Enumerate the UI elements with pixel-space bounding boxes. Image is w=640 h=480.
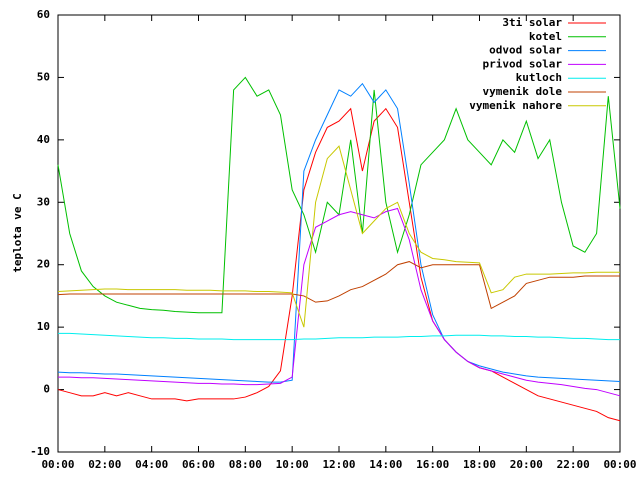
x-tick-label: 22:00 (557, 458, 590, 471)
x-tick-label: 20:00 (510, 458, 543, 471)
x-tick-label: 18:00 (463, 458, 496, 471)
x-tick-label: 10:00 (276, 458, 309, 471)
series-line (58, 207, 621, 397)
y-tick-label: -10 (30, 445, 50, 458)
x-tick-label: 16:00 (416, 458, 449, 471)
y-tick-label: 60 (37, 8, 50, 21)
y-tick-label: 20 (37, 258, 50, 271)
series-line (57, 107, 621, 422)
legend-label: vymenik nahore (469, 99, 562, 112)
legend-label: 3ti solar (502, 16, 562, 29)
legend-label: odvod solar (489, 44, 562, 57)
y-tick-label: 10 (37, 320, 50, 333)
x-tick-label: 08:00 (229, 458, 262, 471)
x-tick-label: 02:00 (88, 458, 121, 471)
y-tick-label: 30 (37, 195, 50, 208)
series-line (57, 82, 621, 383)
series-line (58, 332, 620, 341)
y-axis-label: teplota ve C (11, 193, 24, 272)
x-tick-label: 06:00 (182, 458, 215, 471)
y-tick-label: 40 (37, 133, 50, 146)
x-tick-label: 00:00 (41, 458, 74, 471)
legend-label: kutloch (516, 71, 562, 84)
plot-frame (57, 14, 621, 453)
legend-label: kotel (529, 30, 562, 43)
x-tick-label: 04:00 (135, 458, 168, 471)
y-tick-label: 0 (43, 383, 50, 396)
legend-label: vymenik dole (483, 85, 563, 98)
legend-label: privod solar (483, 57, 563, 70)
y-tick-label: 50 (37, 70, 50, 83)
x-tick-label: 12:00 (322, 458, 355, 471)
x-tick-label: 00:00 (603, 458, 636, 471)
series-line (57, 261, 620, 310)
x-tick-label: 14:00 (369, 458, 402, 471)
series-line (57, 145, 620, 328)
